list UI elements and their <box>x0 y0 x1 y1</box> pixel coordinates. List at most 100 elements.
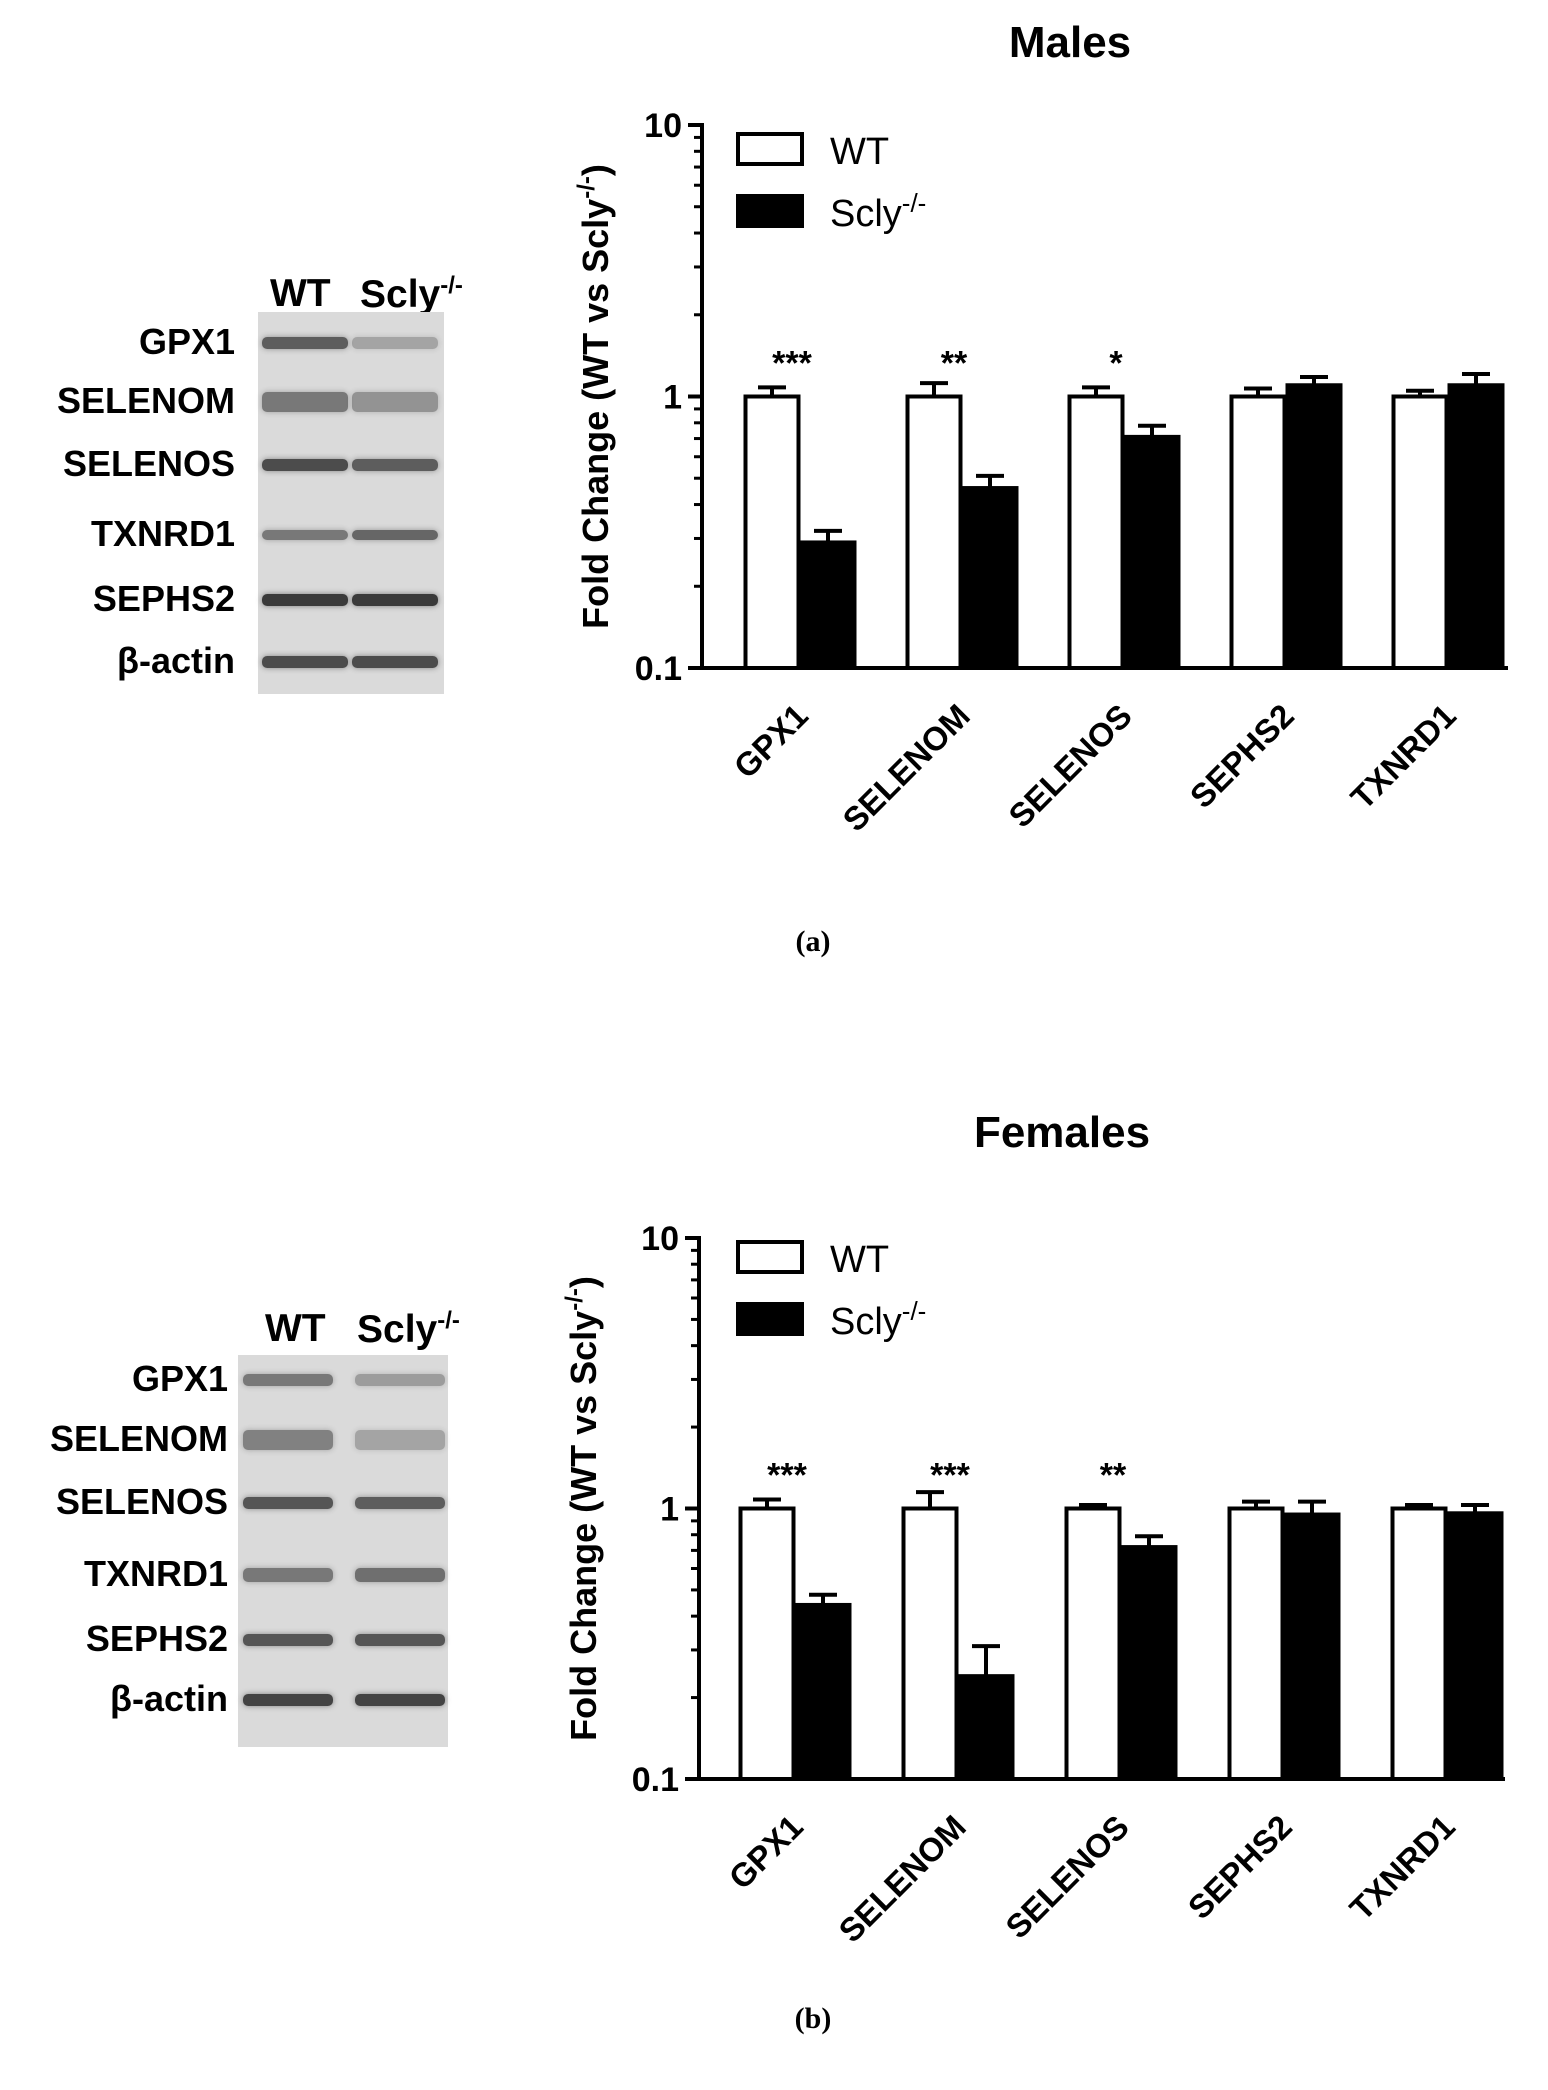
x-tick-label: SEPHS2 <box>1183 697 1301 815</box>
blot-band <box>243 1374 333 1386</box>
blot-band <box>352 337 438 349</box>
legend-swatch-scly <box>736 1302 804 1336</box>
blot-row-label: SELENOM <box>56 380 235 421</box>
bar-scly <box>1285 383 1343 670</box>
blot-band <box>262 337 348 349</box>
bar-scly <box>1447 383 1505 670</box>
legend-swatch-wt <box>736 1240 804 1274</box>
blot-band <box>262 656 348 668</box>
significance-marker: *** <box>930 1457 970 1495</box>
bar-wt <box>738 1506 796 1781</box>
blot-row-label: TXNRD1 <box>83 1553 228 1594</box>
x-tick-label: SELENOM <box>835 697 977 839</box>
y-tick-label: 0.1 <box>635 650 682 688</box>
blot-band <box>352 530 438 540</box>
blot-band <box>355 1634 445 1646</box>
x-tick-label: SEPHS2 <box>1181 1808 1299 1926</box>
blot-band <box>355 1694 445 1706</box>
blot-row-label: TXNRD1 <box>90 513 235 554</box>
legend-swatch-wt <box>736 132 804 166</box>
blot-band <box>262 530 348 540</box>
blot-band <box>355 1568 445 1582</box>
panel-label: (a) <box>795 925 831 958</box>
bar-wt <box>1064 1506 1122 1781</box>
bar-scly <box>957 1674 1015 1781</box>
x-tick-label: GPX1 <box>722 1808 810 1896</box>
blot-row-label: β-actin <box>117 640 235 681</box>
chart-title: Males <box>1009 18 1131 67</box>
panel-b: WT Scly-/- GPX1 SELENOM SELENOS TXNRD1 SEPHS… <box>0 1055 1548 2090</box>
legend-label-wt: WT <box>830 1239 889 1281</box>
blot-membrane <box>258 312 444 694</box>
x-tick-label: TXNRD1 <box>1343 697 1463 817</box>
bar-scly <box>1120 1545 1178 1781</box>
significance-marker: ** <box>1100 1457 1127 1495</box>
lane-header-scly: Scly-/- <box>360 272 463 316</box>
significance-marker: *** <box>772 345 812 383</box>
blot-row-label: SELENOS <box>55 1481 228 1522</box>
y-axis-label: Fold Change (WT vs Scly-/-) <box>573 164 616 629</box>
y-tick-label: 1 <box>660 1491 679 1529</box>
lane-header-wt: WT <box>270 272 331 315</box>
panel-a: WT Scly-/- GPX1 SELENOM SELENOS TXNRD1 SEPHS… <box>0 0 1548 1000</box>
lane-header-wt: WT <box>265 1307 326 1350</box>
blot-band <box>352 656 438 668</box>
blot-band <box>243 1634 333 1646</box>
bar-wt <box>905 394 963 670</box>
blot-band <box>352 392 438 412</box>
y-tick-label: 10 <box>644 107 682 145</box>
blot-membrane <box>238 1355 448 1747</box>
blot-band <box>355 1374 445 1386</box>
blot-row-label: GPX1 <box>131 1358 228 1399</box>
significance-marker: ** <box>941 345 968 383</box>
legend-label-scly: Scly-/- <box>830 188 926 235</box>
y-axis-label: Fold Change (WT vs Scly-/-) <box>561 1276 604 1741</box>
blot-band <box>243 1694 333 1706</box>
blot-row-label: GPX1 <box>138 321 235 362</box>
bar-scly <box>799 540 857 670</box>
bar-wt <box>901 1506 959 1781</box>
legend-label-scly: Scly-/- <box>830 1296 926 1343</box>
bar-wt <box>743 394 801 670</box>
blot-band <box>243 1497 333 1509</box>
bar-scly <box>1123 434 1181 670</box>
panel-label: (b) <box>794 2002 832 2035</box>
bar-wt <box>1390 1506 1448 1781</box>
bar-scly <box>961 486 1019 670</box>
bar-scly <box>1283 1512 1341 1781</box>
bar-wt <box>1391 394 1449 670</box>
chart-title: Females <box>974 1108 1150 1157</box>
significance-marker: * <box>1109 345 1123 383</box>
blot-band <box>262 392 348 412</box>
blot-row-label: SELENOM <box>49 1418 228 1459</box>
blot-band <box>352 459 438 471</box>
blot-row-label: SEPHS2 <box>85 1618 228 1659</box>
bar-wt <box>1229 394 1287 670</box>
bar-scly <box>1446 1511 1504 1781</box>
x-tick-label: SELENOS <box>1001 697 1139 835</box>
legend-swatch-scly <box>736 194 804 228</box>
blot-band <box>352 594 438 606</box>
y-tick-label: 1 <box>663 379 682 417</box>
western-blot: WT Scly-/- GPX1 SELENOM SELENOS TXNRD1 SEPHS… <box>0 0 470 700</box>
bar-wt <box>1227 1506 1285 1781</box>
blot-band <box>355 1430 445 1450</box>
x-tick-label: SELENOM <box>831 1808 973 1950</box>
blot-band <box>243 1430 333 1450</box>
blot-band <box>262 594 348 606</box>
y-tick-label: 0.1 <box>632 1761 679 1799</box>
blot-row-label: β-actin <box>110 1678 228 1719</box>
blot-row-label: SEPHS2 <box>92 578 235 619</box>
blot-band <box>262 459 348 471</box>
significance-marker: *** <box>767 1457 807 1495</box>
x-tick-label: TXNRD1 <box>1342 1808 1462 1928</box>
lane-header-scly: Scly-/- <box>357 1307 460 1351</box>
blot-band <box>243 1568 333 1582</box>
x-tick-label: GPX1 <box>727 697 815 785</box>
bar-scly <box>794 1602 852 1781</box>
bar-chart-females: Females Fold Change (WT vs Scly-/-) 0.1 1 10… <box>561 1108 1505 1950</box>
bar-wt <box>1067 394 1125 670</box>
western-blot: WT Scly-/- GPX1 SELENOM SELENOS TXNRD1 SEPHS… <box>0 1055 470 1755</box>
blot-band <box>355 1497 445 1509</box>
